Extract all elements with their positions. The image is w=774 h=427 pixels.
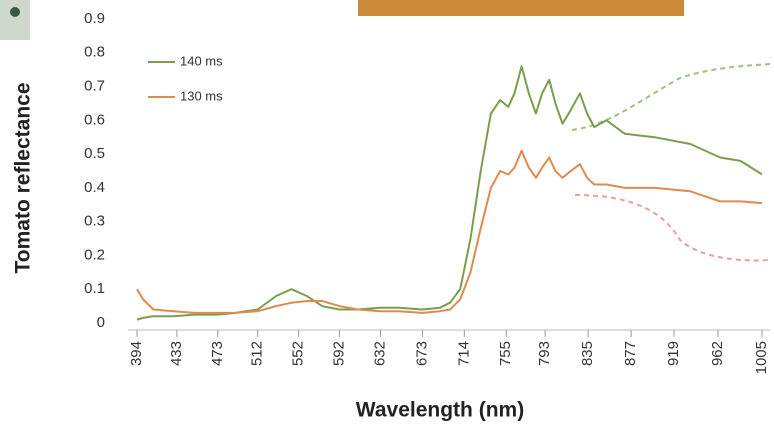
x-tick-label: 632 [371,341,388,366]
icon-dot [10,7,20,17]
x-tick-label: 552 [290,341,307,366]
x-tick-label: 835 [579,341,596,366]
x-tick-label: 473 [209,341,226,366]
y-tick-label: 0.9 [84,10,105,27]
y-tick-label: 0 [97,314,105,331]
y-tick-label: 0.1 [84,280,105,297]
x-tick-label: 755 [497,341,514,366]
x-tick-label: 673 [413,341,430,366]
y-tick-label: 0.6 [84,111,105,128]
legend-label: 140 ms [180,53,223,68]
x-tick-label: 793 [536,341,553,366]
y-tick-label: 0.4 [84,179,105,196]
x-tick-label: 919 [665,341,682,366]
y-tick-label: 0.3 [84,213,105,230]
x-tick-label: 512 [249,341,266,366]
cropped-icon [0,0,30,40]
series-line [136,149,763,314]
x-tick-label: 592 [331,341,348,366]
y-tick-label: 0.8 [84,44,105,61]
y-tick-label: 0.2 [84,246,105,263]
dashed-guide [574,194,771,262]
x-tick-label: 714 [455,341,472,366]
y-tick-label: 0.7 [84,78,105,95]
x-tick-label: 433 [168,341,185,366]
x-tick-label: 394 [128,341,145,366]
y-tick-label: 0.5 [84,145,105,162]
x-axis-title: Wavelength (nm) [356,399,524,422]
y-axis-title: Tomato reflectance [12,83,35,274]
series-line [136,65,763,321]
legend-label: 130 ms [180,88,223,103]
x-tick-label: 877 [622,341,639,366]
x-tick-label: 1005 [753,341,770,374]
dashed-guide [571,63,771,131]
x-tick-label: 962 [709,341,726,366]
cropped-photo [358,0,684,16]
